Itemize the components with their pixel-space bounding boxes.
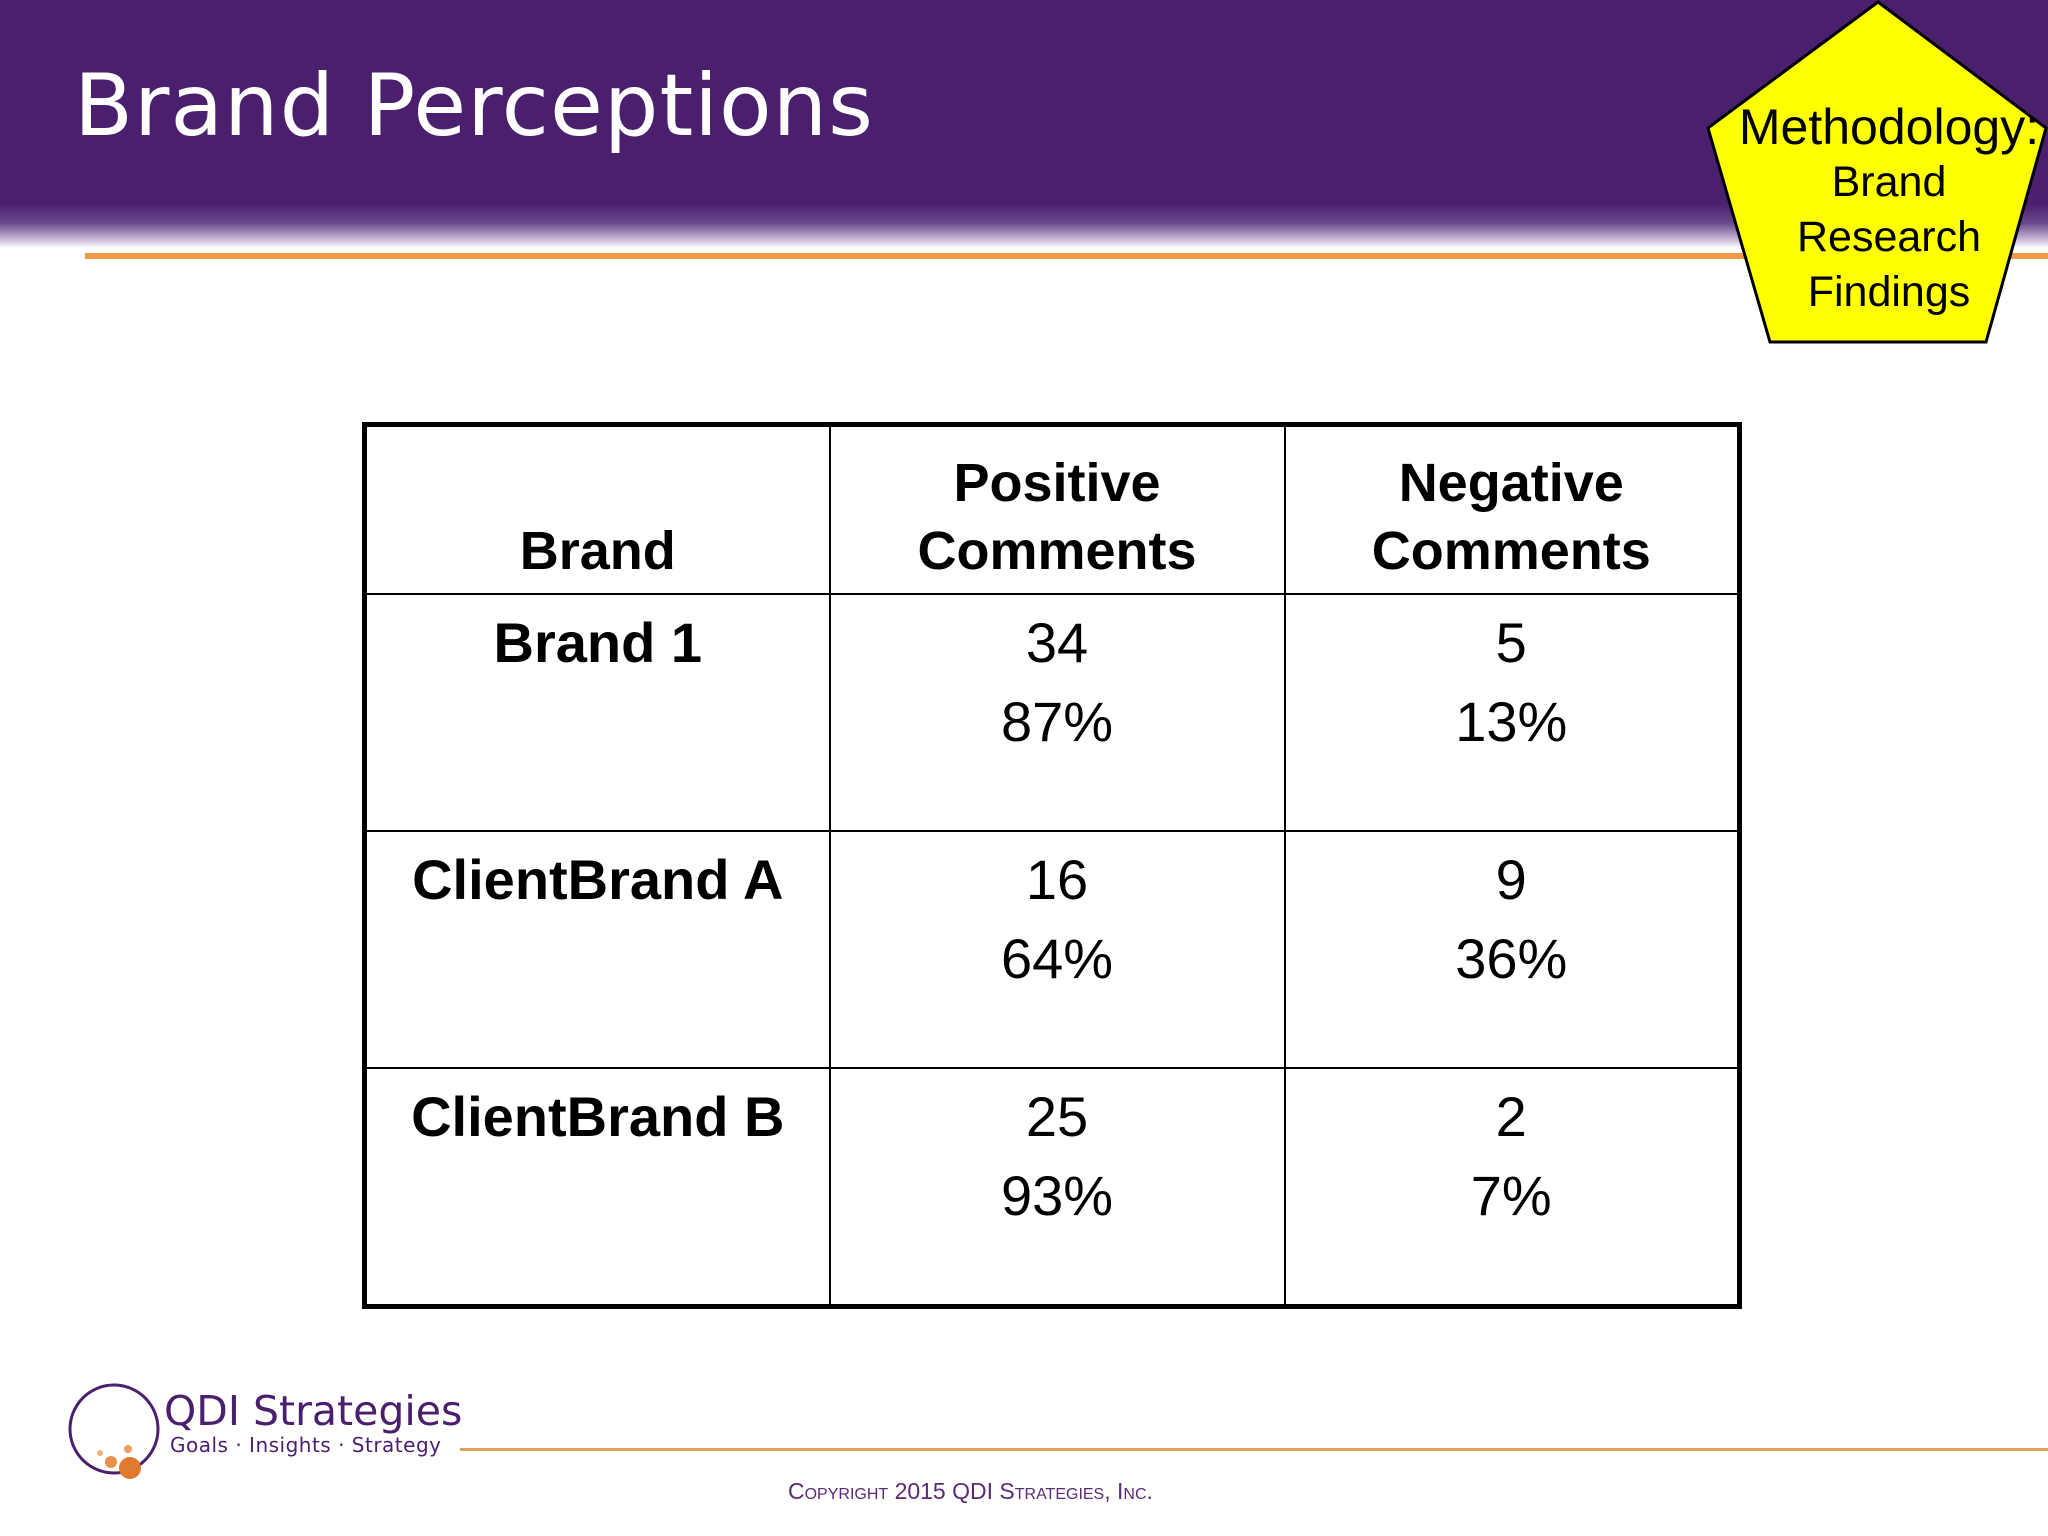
positive-percent: 93% bbox=[1000, 1164, 1114, 1227]
header-brand: Brand bbox=[363, 423, 831, 595]
brand-name: Brand 1 bbox=[363, 593, 831, 832]
positive-cell: 16 64% bbox=[828, 830, 1286, 1069]
badge-line-4: Findings bbox=[1807, 268, 1971, 316]
logo-name: QDI Strategies bbox=[164, 1387, 463, 1435]
negative-cell: 9 36% bbox=[1283, 830, 1741, 1069]
brand-comments-table: Brand Positive Comments Negative Comment… bbox=[362, 422, 1742, 1309]
negative-cell: 5 13% bbox=[1283, 593, 1741, 832]
header-band bbox=[0, 0, 2048, 248]
slide-title: Brand Perceptions bbox=[74, 56, 874, 156]
badge-line-3: Research bbox=[1796, 213, 1982, 261]
copyright-text: Copyright 2015 QDI Strategies, Inc. bbox=[788, 1478, 1153, 1504]
badge-line-2: Brand bbox=[1831, 158, 1947, 206]
footer-divider bbox=[460, 1448, 2048, 1451]
brand-name: ClientBrand A bbox=[363, 830, 831, 1069]
negative-percent: 7% bbox=[1470, 1164, 1552, 1227]
brand-name: ClientBrand B bbox=[363, 1067, 831, 1308]
header-positive-comments: Positive Comments bbox=[828, 423, 1286, 595]
header-negative-comments-label: Negative Comments bbox=[1371, 453, 1651, 581]
table-row: ClientBrand B 25 93% 2 7% bbox=[363, 1067, 1741, 1308]
pentagon-shape bbox=[1706, 0, 2048, 344]
negative-count: 9 bbox=[1495, 848, 1527, 911]
negative-percent: 13% bbox=[1455, 690, 1568, 753]
positive-percent: 64% bbox=[1000, 927, 1114, 990]
methodology-badge-text: Methodology: Brand Research Findings bbox=[1700, 100, 2048, 320]
header-divider bbox=[85, 253, 2048, 259]
table-header-row: Brand Positive Comments Negative Comment… bbox=[363, 423, 1741, 595]
header-negative-comments: Negative Comments bbox=[1283, 423, 1741, 595]
positive-count: 25 bbox=[1025, 1085, 1089, 1148]
negative-count: 2 bbox=[1495, 1085, 1527, 1148]
negative-count: 5 bbox=[1495, 611, 1527, 674]
header-positive-comments-label: Positive Comments bbox=[917, 453, 1197, 581]
negative-percent: 36% bbox=[1455, 927, 1568, 990]
positive-cell: 34 87% bbox=[828, 593, 1286, 832]
table-row: ClientBrand A 16 64% 9 36% bbox=[363, 830, 1741, 1069]
negative-cell: 2 7% bbox=[1283, 1067, 1741, 1308]
badge-line-1: Methodology: bbox=[1738, 99, 2040, 155]
table-row: Brand 1 34 87% 5 13% bbox=[363, 593, 1741, 832]
positive-count: 34 bbox=[1025, 611, 1089, 674]
company-logo: QDI Strategies Goals · Insights · Strate… bbox=[62, 1375, 462, 1495]
positive-cell: 25 93% bbox=[828, 1067, 1286, 1308]
logo-circle-icon bbox=[68, 1383, 160, 1479]
positive-percent: 87% bbox=[1000, 690, 1114, 753]
positive-count: 16 bbox=[1025, 848, 1089, 911]
logo-tagline: Goals · Insights · Strategy bbox=[170, 1433, 442, 1457]
methodology-badge: Methodology: Brand Research Findings bbox=[1700, 0, 2048, 345]
